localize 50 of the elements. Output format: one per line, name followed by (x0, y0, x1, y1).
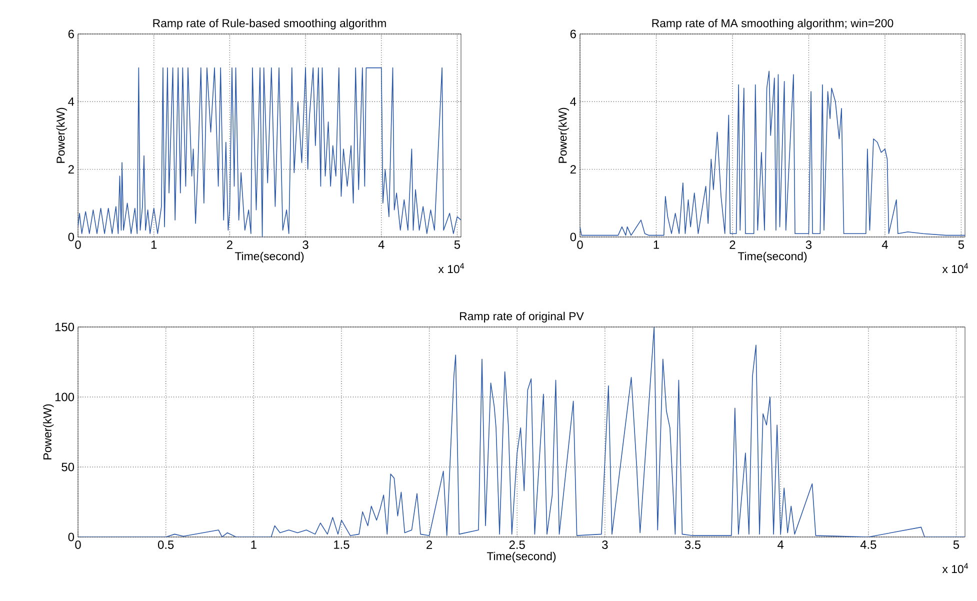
x-tick-label: 4 (378, 240, 384, 249)
x-tick-label: 2 (226, 240, 232, 249)
y-tick-label: 2 (570, 165, 576, 174)
x-tick-label: 3 (302, 240, 308, 249)
text: x 10$^{4}$ (438, 263, 464, 274)
x-tick-label: 3 (806, 240, 812, 249)
y-tick-label: 2 (68, 165, 74, 174)
x-tick-label: 1 (654, 240, 659, 249)
x-tick-label: 3.5 (684, 540, 701, 549)
line-series (78, 67, 462, 237)
x-axis-title: Time(second) (486, 552, 556, 562)
y-tick-label: 150 (55, 322, 74, 332)
x-tick-label: 4 (778, 540, 784, 549)
x-axis-title: Time(second) (234, 252, 304, 262)
y-axis-title: Power(kW) (56, 108, 68, 163)
y-axis-title: Power(kW) (558, 108, 570, 163)
x-tick-label: 5 (953, 540, 960, 549)
y-tick-label: 0 (68, 532, 74, 542)
x-tick-label: 0 (75, 540, 81, 549)
x-tick-label: 0 (75, 240, 81, 249)
y-tick-label: 0 (68, 232, 74, 242)
y-tick-label: 4 (570, 98, 576, 106)
text: x 10$^{4}$ (942, 563, 968, 574)
x-tick-label: 3 (602, 540, 608, 549)
x-tick-label: 1 (151, 240, 157, 249)
y-tick-label: 0 (570, 232, 576, 242)
x-tick-label: 1 (251, 540, 256, 549)
x-tick-label: 5 (454, 240, 460, 249)
line-series (78, 326, 966, 537)
x-tick-label: 5 (958, 240, 964, 249)
text: x 10$^{4}$ (942, 263, 968, 274)
x-axis-title: Time(second) (738, 252, 807, 262)
line-series (580, 70, 966, 236)
x-tick-label: 0.5 (158, 540, 174, 549)
chart-title: Ramp rate of Rule-based smoothing algorithm (153, 18, 386, 30)
x-tick-label: 4 (882, 240, 888, 249)
x-tick-label: 1.5 (334, 540, 350, 549)
x-tick-label: 2 (426, 540, 432, 549)
x-tick-label: 0 (577, 240, 583, 249)
y-axis-title: Power(kW) (43, 404, 54, 460)
x-tick-label: 2.5 (509, 540, 525, 549)
x-tick-label: 2 (730, 240, 736, 249)
chart-title: Ramp rate of original PV (460, 312, 584, 322)
y-tick-label: 100 (55, 392, 74, 402)
y-tick-label: 6 (68, 30, 74, 38)
y-tick-label: 4 (68, 98, 74, 106)
y-tick-label: 50 (62, 462, 74, 472)
y-tick-label: 6 (570, 30, 576, 38)
x-tick-label: 4.5 (860, 540, 876, 549)
chart-title: Ramp rate of MA smoothing algorithm; win=200 (652, 18, 894, 30)
